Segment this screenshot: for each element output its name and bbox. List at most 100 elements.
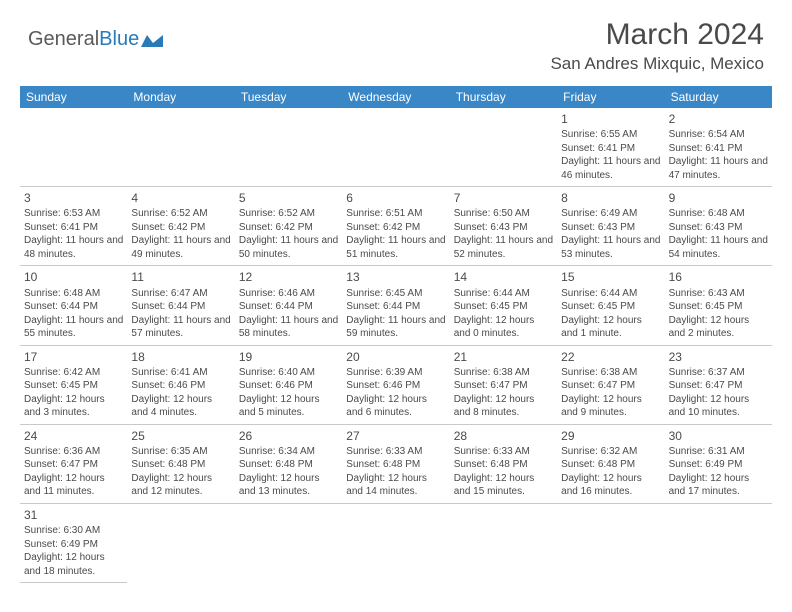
sunset-text: Sunset: 6:41 PM: [561, 142, 660, 156]
daylight-text: Daylight: 12 hours and 9 minutes.: [561, 393, 660, 420]
day-number: 11: [131, 269, 230, 285]
daylight-text: Daylight: 12 hours and 8 minutes.: [454, 393, 553, 420]
day-number: 17: [24, 349, 123, 365]
weekday-label: Thursday: [450, 86, 557, 108]
day-number: 29: [561, 428, 660, 444]
daylight-text: Daylight: 12 hours and 11 minutes.: [24, 472, 123, 499]
daylight-text: Daylight: 11 hours and 48 minutes.: [24, 234, 123, 261]
daylight-text: Daylight: 11 hours and 52 minutes.: [454, 234, 553, 261]
day-cell: 2Sunrise: 6:54 AMSunset: 6:41 PMDaylight…: [665, 108, 772, 187]
logo-text-2: Blue: [99, 28, 139, 51]
sunset-text: Sunset: 6:48 PM: [454, 458, 553, 472]
sunset-text: Sunset: 6:45 PM: [454, 300, 553, 314]
sunrise-text: Sunrise: 6:52 AM: [131, 207, 230, 221]
day-number: 7: [454, 190, 553, 206]
sunrise-text: Sunrise: 6:46 AM: [239, 287, 338, 301]
sunset-text: Sunset: 6:42 PM: [239, 221, 338, 235]
day-cell: 29Sunrise: 6:32 AMSunset: 6:48 PMDayligh…: [557, 425, 664, 504]
daylight-text: Daylight: 11 hours and 53 minutes.: [561, 234, 660, 261]
daylight-text: Daylight: 12 hours and 1 minute.: [561, 314, 660, 341]
day-cell: 8Sunrise: 6:49 AMSunset: 6:43 PMDaylight…: [557, 187, 664, 266]
weekday-label: Wednesday: [342, 86, 449, 108]
sunrise-text: Sunrise: 6:38 AM: [454, 366, 553, 380]
sunrise-text: Sunrise: 6:48 AM: [24, 287, 123, 301]
daylight-text: Daylight: 11 hours and 50 minutes.: [239, 234, 338, 261]
day-cell: 22Sunrise: 6:38 AMSunset: 6:47 PMDayligh…: [557, 346, 664, 425]
day-cell: 23Sunrise: 6:37 AMSunset: 6:47 PMDayligh…: [665, 346, 772, 425]
daylight-text: Daylight: 11 hours and 51 minutes.: [346, 234, 445, 261]
sunset-text: Sunset: 6:44 PM: [239, 300, 338, 314]
day-cell: 18Sunrise: 6:41 AMSunset: 6:46 PMDayligh…: [127, 346, 234, 425]
daylight-text: Daylight: 12 hours and 6 minutes.: [346, 393, 445, 420]
daylight-text: Daylight: 12 hours and 3 minutes.: [24, 393, 123, 420]
sunrise-text: Sunrise: 6:33 AM: [454, 445, 553, 459]
sunrise-text: Sunrise: 6:32 AM: [561, 445, 660, 459]
daylight-text: Daylight: 12 hours and 2 minutes.: [669, 314, 768, 341]
day-number: 26: [239, 428, 338, 444]
daylight-text: Daylight: 11 hours and 49 minutes.: [131, 234, 230, 261]
day-number: 23: [669, 349, 768, 365]
daylight-text: Daylight: 12 hours and 12 minutes.: [131, 472, 230, 499]
sunset-text: Sunset: 6:46 PM: [239, 379, 338, 393]
daylight-text: Daylight: 11 hours and 55 minutes.: [24, 314, 123, 341]
day-number: 18: [131, 349, 230, 365]
sunset-text: Sunset: 6:43 PM: [669, 221, 768, 235]
sunrise-text: Sunrise: 6:44 AM: [454, 287, 553, 301]
sunset-text: Sunset: 6:44 PM: [346, 300, 445, 314]
daylight-text: Daylight: 12 hours and 17 minutes.: [669, 472, 768, 499]
day-cell: 4Sunrise: 6:52 AMSunset: 6:42 PMDaylight…: [127, 187, 234, 266]
sunset-text: Sunset: 6:43 PM: [561, 221, 660, 235]
day-cell: 14Sunrise: 6:44 AMSunset: 6:45 PMDayligh…: [450, 266, 557, 345]
sunrise-text: Sunrise: 6:54 AM: [669, 128, 768, 142]
sunset-text: Sunset: 6:44 PM: [131, 300, 230, 314]
daylight-text: Daylight: 12 hours and 13 minutes.: [239, 472, 338, 499]
day-cell: 28Sunrise: 6:33 AMSunset: 6:48 PMDayligh…: [450, 425, 557, 504]
day-number: 13: [346, 269, 445, 285]
sunset-text: Sunset: 6:48 PM: [346, 458, 445, 472]
sunrise-text: Sunrise: 6:47 AM: [131, 287, 230, 301]
daylight-text: Daylight: 12 hours and 0 minutes.: [454, 314, 553, 341]
day-cell: 21Sunrise: 6:38 AMSunset: 6:47 PMDayligh…: [450, 346, 557, 425]
sunset-text: Sunset: 6:45 PM: [669, 300, 768, 314]
weekday-header: SundayMondayTuesdayWednesdayThursdayFrid…: [20, 86, 772, 108]
sunrise-text: Sunrise: 6:36 AM: [24, 445, 123, 459]
logo-flag-icon: [141, 33, 163, 49]
sunrise-text: Sunrise: 6:30 AM: [24, 524, 123, 538]
day-cell: 17Sunrise: 6:42 AMSunset: 6:45 PMDayligh…: [20, 346, 127, 425]
logo-text-1: General: [28, 28, 99, 51]
sunset-text: Sunset: 6:49 PM: [24, 538, 123, 552]
day-number: 12: [239, 269, 338, 285]
sunset-text: Sunset: 6:46 PM: [131, 379, 230, 393]
sunrise-text: Sunrise: 6:35 AM: [131, 445, 230, 459]
empty-cell: [342, 108, 449, 187]
weekday-label: Monday: [127, 86, 234, 108]
day-number: 2: [669, 111, 768, 127]
day-cell: 26Sunrise: 6:34 AMSunset: 6:48 PMDayligh…: [235, 425, 342, 504]
daylight-text: Daylight: 12 hours and 15 minutes.: [454, 472, 553, 499]
sunset-text: Sunset: 6:45 PM: [561, 300, 660, 314]
daylight-text: Daylight: 11 hours and 59 minutes.: [346, 314, 445, 341]
weekday-label: Sunday: [20, 86, 127, 108]
calendar-body: 1Sunrise: 6:55 AMSunset: 6:41 PMDaylight…: [20, 108, 772, 583]
empty-cell: [235, 108, 342, 187]
sunset-text: Sunset: 6:41 PM: [24, 221, 123, 235]
sunrise-text: Sunrise: 6:50 AM: [454, 207, 553, 221]
day-number: 15: [561, 269, 660, 285]
sunset-text: Sunset: 6:47 PM: [669, 379, 768, 393]
sunrise-text: Sunrise: 6:42 AM: [24, 366, 123, 380]
daylight-text: Daylight: 11 hours and 57 minutes.: [131, 314, 230, 341]
day-cell: 19Sunrise: 6:40 AMSunset: 6:46 PMDayligh…: [235, 346, 342, 425]
day-cell: 12 Sunrise: 6:46 AMSunset: 6:44 PMDayligh…: [235, 266, 342, 345]
sunrise-text: Sunrise: 6:41 AM: [131, 366, 230, 380]
day-number: 31: [24, 507, 123, 523]
day-number: 8: [561, 190, 660, 206]
sunset-text: Sunset: 6:46 PM: [346, 379, 445, 393]
day-cell: 30Sunrise: 6:31 AMSunset: 6:49 PMDayligh…: [665, 425, 772, 504]
day-cell: 25Sunrise: 6:35 AMSunset: 6:48 PMDayligh…: [127, 425, 234, 504]
day-number: 21: [454, 349, 553, 365]
day-number: 27: [346, 428, 445, 444]
daylight-text: Daylight: 11 hours and 58 minutes.: [239, 314, 338, 341]
sunset-text: Sunset: 6:43 PM: [454, 221, 553, 235]
day-cell: 11 Sunrise: 6:47 AMSunset: 6:44 PMDayligh…: [127, 266, 234, 345]
day-cell: 1Sunrise: 6:55 AMSunset: 6:41 PMDaylight…: [557, 108, 664, 187]
